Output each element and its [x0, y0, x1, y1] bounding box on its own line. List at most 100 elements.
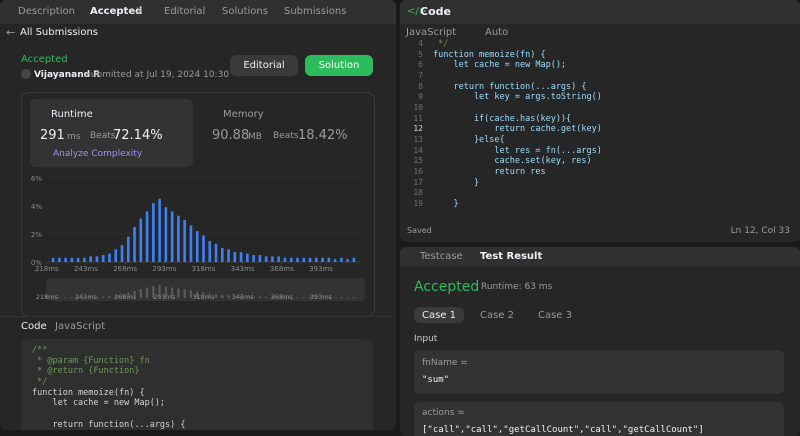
bar [271, 256, 274, 262]
line-number: 17 [413, 177, 423, 187]
bar [126, 236, 130, 262]
minimap-tick-label: 243ms [75, 293, 98, 301]
bar [183, 219, 186, 262]
tab-active[interactable]: Test Result [480, 251, 543, 262]
bar [352, 257, 356, 262]
language-select[interactable]: JavaScript [406, 27, 457, 38]
tab[interactable]: Testcase [420, 251, 463, 262]
solution-button[interactable]: Solution [305, 55, 373, 76]
editor-line: 15 cache.set(key, res) [400, 156, 800, 167]
bar [220, 247, 224, 262]
minimap-bar [133, 290, 136, 298]
x-tick-label: 293ms [152, 265, 176, 273]
minimap-bar [177, 288, 180, 298]
minimap-bar [346, 297, 349, 298]
memory-label[interactable]: Memory [223, 109, 264, 120]
case-label: Case 2 [479, 309, 514, 321]
divider [0, 316, 396, 317]
code-language: JavaScript [55, 321, 106, 332]
minimap-bar [208, 293, 211, 298]
tab[interactable]: Description [18, 6, 75, 17]
minimap-bar [95, 296, 99, 298]
editor-header [400, 0, 800, 24]
line-number: 16 [413, 166, 423, 176]
analyze-link[interactable]: Analyze Complexity [53, 149, 143, 159]
bar [195, 231, 199, 262]
x-tick-label: 318ms [192, 265, 216, 273]
editor-line: 9 let key = args.toString() [400, 92, 800, 103]
runtime-box[interactable] [30, 99, 193, 167]
minimap-bar [321, 297, 324, 298]
author[interactable]: Vijayanand R [34, 70, 101, 80]
memory-beats: 18.42% [298, 128, 348, 143]
minimap-bar [340, 297, 343, 298]
case-button[interactable]: Case 3 [530, 307, 580, 323]
code-text: } [433, 177, 480, 188]
editorial-button[interactable]: Editorial [230, 55, 298, 76]
button-label: Solution [318, 60, 360, 71]
input-box [414, 350, 784, 394]
memory-unit: MB [248, 132, 262, 142]
save-status: Saved [407, 226, 432, 235]
minimap-bar [221, 295, 224, 298]
mode-select[interactable]: Auto [485, 27, 509, 38]
minimap-bar [114, 295, 117, 298]
tab-active[interactable]: Accepted [90, 6, 143, 17]
tab-close[interactable]: × [135, 5, 144, 16]
code-text: return cache.get(key) [433, 124, 602, 135]
minimap-tick-label: 268ms [114, 293, 137, 301]
bar [51, 257, 55, 262]
case-button-active[interactable]: Case 1 [414, 307, 464, 323]
editor-code[interactable]: 4 */5 function memoize(fn) {6 let cache =… [400, 39, 800, 210]
bar [164, 207, 168, 262]
x-tick-label: 368ms [270, 265, 294, 273]
x-tick-label: 268ms [113, 265, 137, 273]
editor-panel: </> Code JavaScript Auto 4 */5 function m… [400, 0, 800, 242]
tab-bar [0, 0, 396, 24]
line-number: 9 [418, 92, 423, 102]
code-line: * @return {Function} [32, 366, 140, 377]
code-text: let cache = new Map(); [433, 60, 567, 71]
code-line: function memoize(fn) { [32, 387, 145, 398]
line-number: 12 [413, 124, 423, 134]
bar [133, 226, 136, 262]
editor-line: 11 if(cache.has(key)){ [400, 114, 800, 125]
code-preview: /** * @param {Function} fn * @return {Fu… [32, 345, 186, 430]
editor-line: 8 return function(...args) { [400, 82, 800, 93]
input-name: actions = [422, 408, 465, 418]
minimap-bar [315, 297, 318, 298]
tab[interactable]: Solutions [222, 6, 268, 17]
tab[interactable]: Editorial [164, 6, 206, 17]
minimap-bar [333, 297, 337, 298]
code-text: */ [433, 39, 449, 49]
minimap-bar [108, 296, 111, 298]
back-link[interactable]: All Submissions [20, 27, 98, 38]
bar [145, 211, 149, 262]
minimap-tick-label: 218ms [36, 293, 59, 301]
editor-line: 19 } [400, 199, 800, 210]
case-button[interactable]: Case 2 [472, 307, 522, 323]
bar [296, 257, 299, 262]
runtime-histogram: 0% 2% 4% 6% 218ms 218ms 243ms 243ms 268ms 268ms 29… [31, 175, 365, 301]
code-text: let key = args.toString() [433, 92, 602, 103]
minimap-tick-label: 343ms [232, 293, 255, 301]
minimap-bar [196, 291, 199, 298]
minimap-bar [239, 295, 243, 298]
bar [302, 257, 306, 262]
back-arrow[interactable]: ← [6, 26, 16, 39]
tab[interactable]: Submissions [284, 6, 347, 17]
code-text: } [433, 198, 459, 209]
avatar [21, 69, 31, 79]
minimap-bar [277, 296, 280, 298]
editor-line: 18 [400, 188, 800, 199]
bar [89, 256, 92, 262]
line-number: 19 [413, 198, 423, 208]
button-label: Editorial [243, 60, 285, 71]
bar [340, 257, 343, 262]
editor-line: 12 return cache.get(key) [400, 124, 800, 135]
input-value: "sum" [422, 375, 450, 385]
code-label: Code [21, 321, 47, 332]
code-line: * @param {Function} fn [32, 355, 150, 366]
runtime-beats: 72.14% [113, 128, 163, 143]
minimap-tick-label: 368ms [271, 293, 294, 301]
